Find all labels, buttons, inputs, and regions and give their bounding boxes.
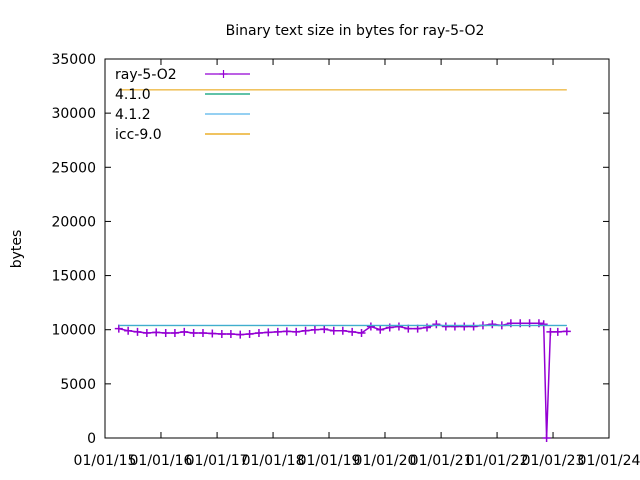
chart-title: Binary text size in bytes for ray-5-O2 [226,23,485,39]
x-tick-label: 01/01/18 [242,453,305,469]
data-point [180,327,189,336]
data-point [338,326,347,335]
data-point [310,325,319,334]
legend-marker [219,70,228,78]
axis-ticks: 0 5000 10000 15000 20000 25000 30000 35000 01/01… [51,52,640,469]
data-point [170,328,179,337]
data-point [432,320,441,329]
plot-frame [104,58,610,439]
data-point [208,329,217,338]
data-point [217,330,226,339]
data-point [562,327,571,336]
data-point [152,328,161,337]
y-tick-label: 30000 [51,106,96,122]
data-point [539,320,548,329]
data-point [553,327,562,336]
series-line-0 [118,322,567,439]
x-tick-label: 01/01/16 [130,453,193,469]
x-tick-label: 01/01/24 [578,453,640,469]
y-tick-label: 20000 [51,214,96,230]
data-point [366,322,375,331]
data-point [142,328,151,337]
data-point [469,322,478,331]
data-point [376,325,385,334]
data-point [264,328,273,337]
data-point [292,327,301,336]
data-point [273,327,282,336]
data-point [161,328,170,337]
plot-series [114,89,571,442]
data-point [320,325,329,334]
y-tick-label: 0 [87,431,96,447]
x-tick-label: 01/01/22 [466,453,529,469]
y-axis-label: bytes [9,230,25,269]
data-point [450,322,459,331]
data-point [226,330,235,339]
data-point [329,326,338,335]
x-tick-label: 01/01/21 [410,453,473,469]
data-point [198,328,207,337]
y-tick-label: 15000 [51,269,96,285]
x-tick-label: 01/01/17 [186,453,249,469]
data-point [546,327,555,336]
data-point [133,327,142,336]
y-tick-label: 35000 [51,52,96,68]
data-point [357,328,366,337]
data-point [254,328,263,337]
data-point [124,326,133,335]
legend-label: icc-9.0 [115,127,162,143]
data-point [236,330,245,339]
x-tick-label: 01/01/23 [522,453,585,469]
y-tick-label: 25000 [51,160,96,176]
legend-label: 4.1.2 [115,107,151,123]
data-point [348,327,357,336]
x-tick-label: 01/01/20 [354,453,417,469]
legend: ray-5-O2 4.1.0 4.1.2 icc-9.0 [115,67,250,143]
data-point [301,326,310,335]
x-tick-label: 01/01/15 [74,453,137,469]
data-point [245,330,254,339]
data-point [189,328,198,337]
legend-label: 4.1.0 [115,87,151,103]
data-point [441,322,450,331]
data-point [282,327,291,336]
y-tick-label: 5000 [60,377,96,393]
legend-label: ray-5-O2 [115,67,177,83]
y-tick-label: 10000 [51,323,96,339]
data-point [460,322,469,331]
data-point [488,320,497,329]
data-point [542,434,551,442]
data-point [394,322,403,331]
x-tick-label: 01/01/19 [298,453,361,469]
